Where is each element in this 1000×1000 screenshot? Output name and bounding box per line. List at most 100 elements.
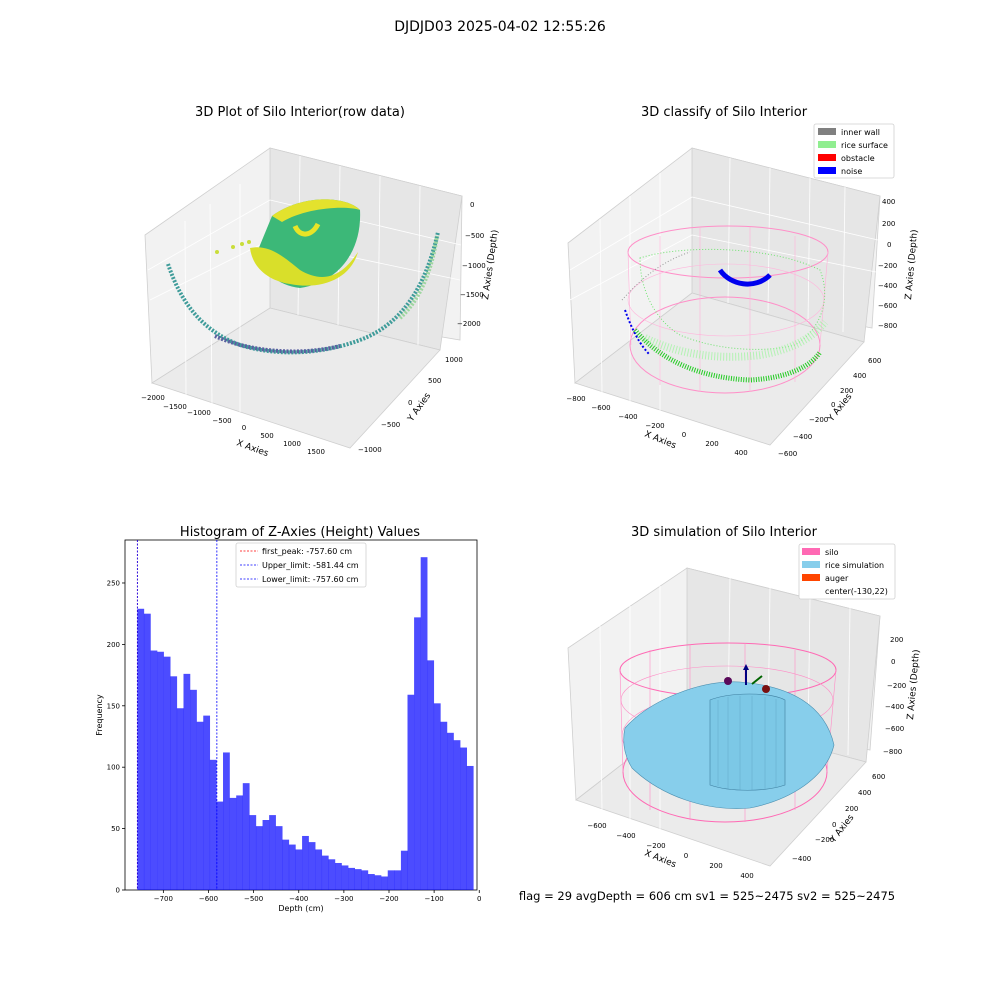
classify-xtick: −200 [645, 422, 664, 430]
simulation-zlabel: Z Axies (Depth) [906, 649, 922, 720]
histogram-ytick-label: 0 [116, 887, 120, 895]
classify-ytick: 400 [853, 372, 866, 380]
legend-label: rice simulation [825, 561, 884, 570]
histogram-bar [321, 855, 329, 890]
classify-ytick: 200 [840, 387, 853, 395]
classify-ztick: 0 [887, 241, 891, 249]
histogram-ytick-label: 200 [107, 641, 120, 649]
raw-ring-low [214, 334, 341, 354]
legend-swatch-inner-wall [818, 128, 836, 135]
classify-xtick: 200 [705, 440, 718, 448]
histogram-bar [137, 608, 145, 890]
raw-floor-pane [151, 307, 441, 449]
histogram-bar [374, 875, 382, 890]
classify-xtick: −800 [566, 395, 585, 403]
simulation-ztick: −800 [883, 748, 902, 756]
legend-label: first_peak: -757.60 cm [262, 547, 352, 556]
raw-ylabel: Y Axies [406, 391, 434, 424]
histogram-bar [295, 849, 303, 890]
raw-xtick: 0 [242, 424, 246, 432]
simulation-ytick: −400 [792, 855, 811, 863]
classify-rice-lower [633, 328, 823, 383]
legend-label: noise [841, 167, 862, 176]
legend-swatch-rice-surface [818, 141, 836, 148]
classify-xtick: −400 [618, 413, 637, 421]
histogram-bar [466, 765, 474, 890]
histogram-bar [400, 850, 408, 890]
raw-xtick: −2000 [141, 394, 165, 402]
raw-3d-panel: 3D Plot of Silo Interior(row data) −2000… [141, 105, 501, 459]
classify-rice-surface [639, 248, 826, 350]
legend-label: Upper_limit: -581.44 cm [262, 561, 359, 570]
simulation-ytick: 400 [858, 789, 871, 797]
arrow-head-icon [743, 664, 749, 670]
classify-ztick: −600 [878, 302, 897, 310]
histogram-xtick-label: −600 [199, 895, 218, 903]
histogram-bars [137, 557, 474, 890]
histogram-bar [282, 839, 290, 890]
simulation-xtick: 0 [684, 852, 688, 860]
simulation-rice-mound [709, 693, 786, 791]
histogram-bar [315, 849, 323, 890]
histogram-ytick-label: 250 [107, 579, 120, 587]
histogram-bar [190, 689, 197, 890]
raw-ytick: 0 [408, 399, 412, 407]
histogram-bar [427, 660, 435, 890]
histogram-ytick-label: 50 [111, 825, 120, 833]
raw-ztick: −1500 [460, 291, 484, 299]
legend-swatch-noise [818, 167, 836, 174]
classify-xtick: 400 [734, 449, 747, 457]
simulation-ztick: −600 [885, 725, 904, 733]
raw-panel-title: 3D Plot of Silo Interior(row data) [195, 105, 405, 120]
histogram-bar [367, 874, 375, 890]
simulation-ztick: 200 [890, 636, 903, 644]
histogram-bar [288, 844, 296, 890]
raw-ytick: 1000 [445, 356, 463, 364]
classify-floor-pane [574, 292, 865, 446]
legend-swatch-obstacle [818, 154, 836, 161]
histogram-bar [335, 862, 342, 890]
histogram-bar [209, 759, 217, 890]
histogram-bar [163, 656, 171, 890]
histogram-bar [407, 694, 415, 890]
histogram-bar [447, 732, 454, 890]
simulation-ytick: 0 [832, 821, 836, 829]
histogram-bar [183, 673, 191, 890]
classify-ztick: 400 [882, 198, 895, 206]
histogram-xtick-label: −400 [289, 895, 308, 903]
classify-ztick: 200 [882, 220, 895, 228]
histogram-bar [249, 815, 257, 890]
histogram-bar [328, 859, 336, 890]
histogram-bar [420, 557, 428, 890]
simulation-ytick: 600 [872, 773, 885, 781]
raw-ytick: 500 [428, 377, 441, 385]
raw-ytick: −500 [381, 421, 400, 429]
histogram-bar [387, 870, 395, 890]
histogram-bar [433, 703, 441, 890]
legend-label: center(-130,22) [825, 587, 888, 596]
histogram-bar [255, 826, 263, 890]
legend-swatch-silo [802, 548, 820, 555]
raw-surface-top [272, 199, 360, 222]
raw-xtick: 1500 [307, 448, 325, 456]
simulation-axis-y-arrow [751, 675, 763, 685]
raw-surface-inner [292, 222, 321, 237]
histogram-bar [381, 876, 388, 890]
histogram-bar [176, 708, 184, 890]
histogram-bar [348, 867, 355, 890]
simulation-ytick: −200 [815, 836, 834, 844]
classify-panel-title: 3D classify of Silo Interior [641, 105, 808, 120]
raw-xtick: −500 [212, 417, 231, 425]
simulation-ztick: 0 [891, 658, 895, 666]
classify-rice-band [643, 319, 829, 361]
raw-wall-ring [166, 231, 440, 355]
histogram-bar [223, 752, 230, 890]
classify-noise-left [624, 309, 651, 356]
histogram-bar [308, 842, 316, 890]
histogram-xlabel: Depth (cm) [278, 904, 323, 913]
raw-xtick: 500 [260, 432, 273, 440]
histogram-bar [157, 651, 164, 890]
histogram-bar [196, 721, 204, 890]
histogram-bar [275, 826, 283, 890]
simulation-3d-panel: 3D simulation of Silo Interior [567, 525, 922, 880]
